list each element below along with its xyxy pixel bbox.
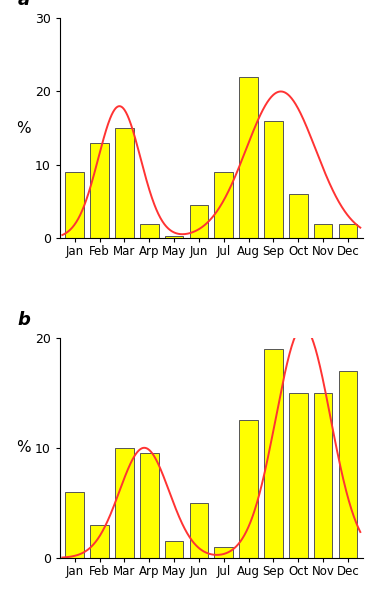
Bar [289,392,307,558]
Bar [90,143,109,238]
Bar [65,492,84,558]
Bar [90,525,109,558]
Bar [338,371,357,558]
Bar [338,224,357,238]
Bar [190,503,208,558]
Bar [190,205,208,238]
Bar [140,224,159,238]
Text: a: a [18,0,30,9]
Bar [140,454,159,558]
Bar [115,448,134,558]
Bar [214,547,233,558]
Bar [314,224,332,238]
Bar [264,349,283,558]
Bar [165,541,183,558]
Bar [214,172,233,238]
Y-axis label: %: % [16,440,31,455]
Bar [314,392,332,558]
Bar [115,128,134,238]
Bar [239,420,258,558]
Bar [165,236,183,238]
Y-axis label: %: % [16,121,31,136]
Bar [289,194,307,238]
Bar [264,121,283,238]
Text: b: b [18,311,30,329]
Bar [65,172,84,238]
Bar [239,77,258,238]
